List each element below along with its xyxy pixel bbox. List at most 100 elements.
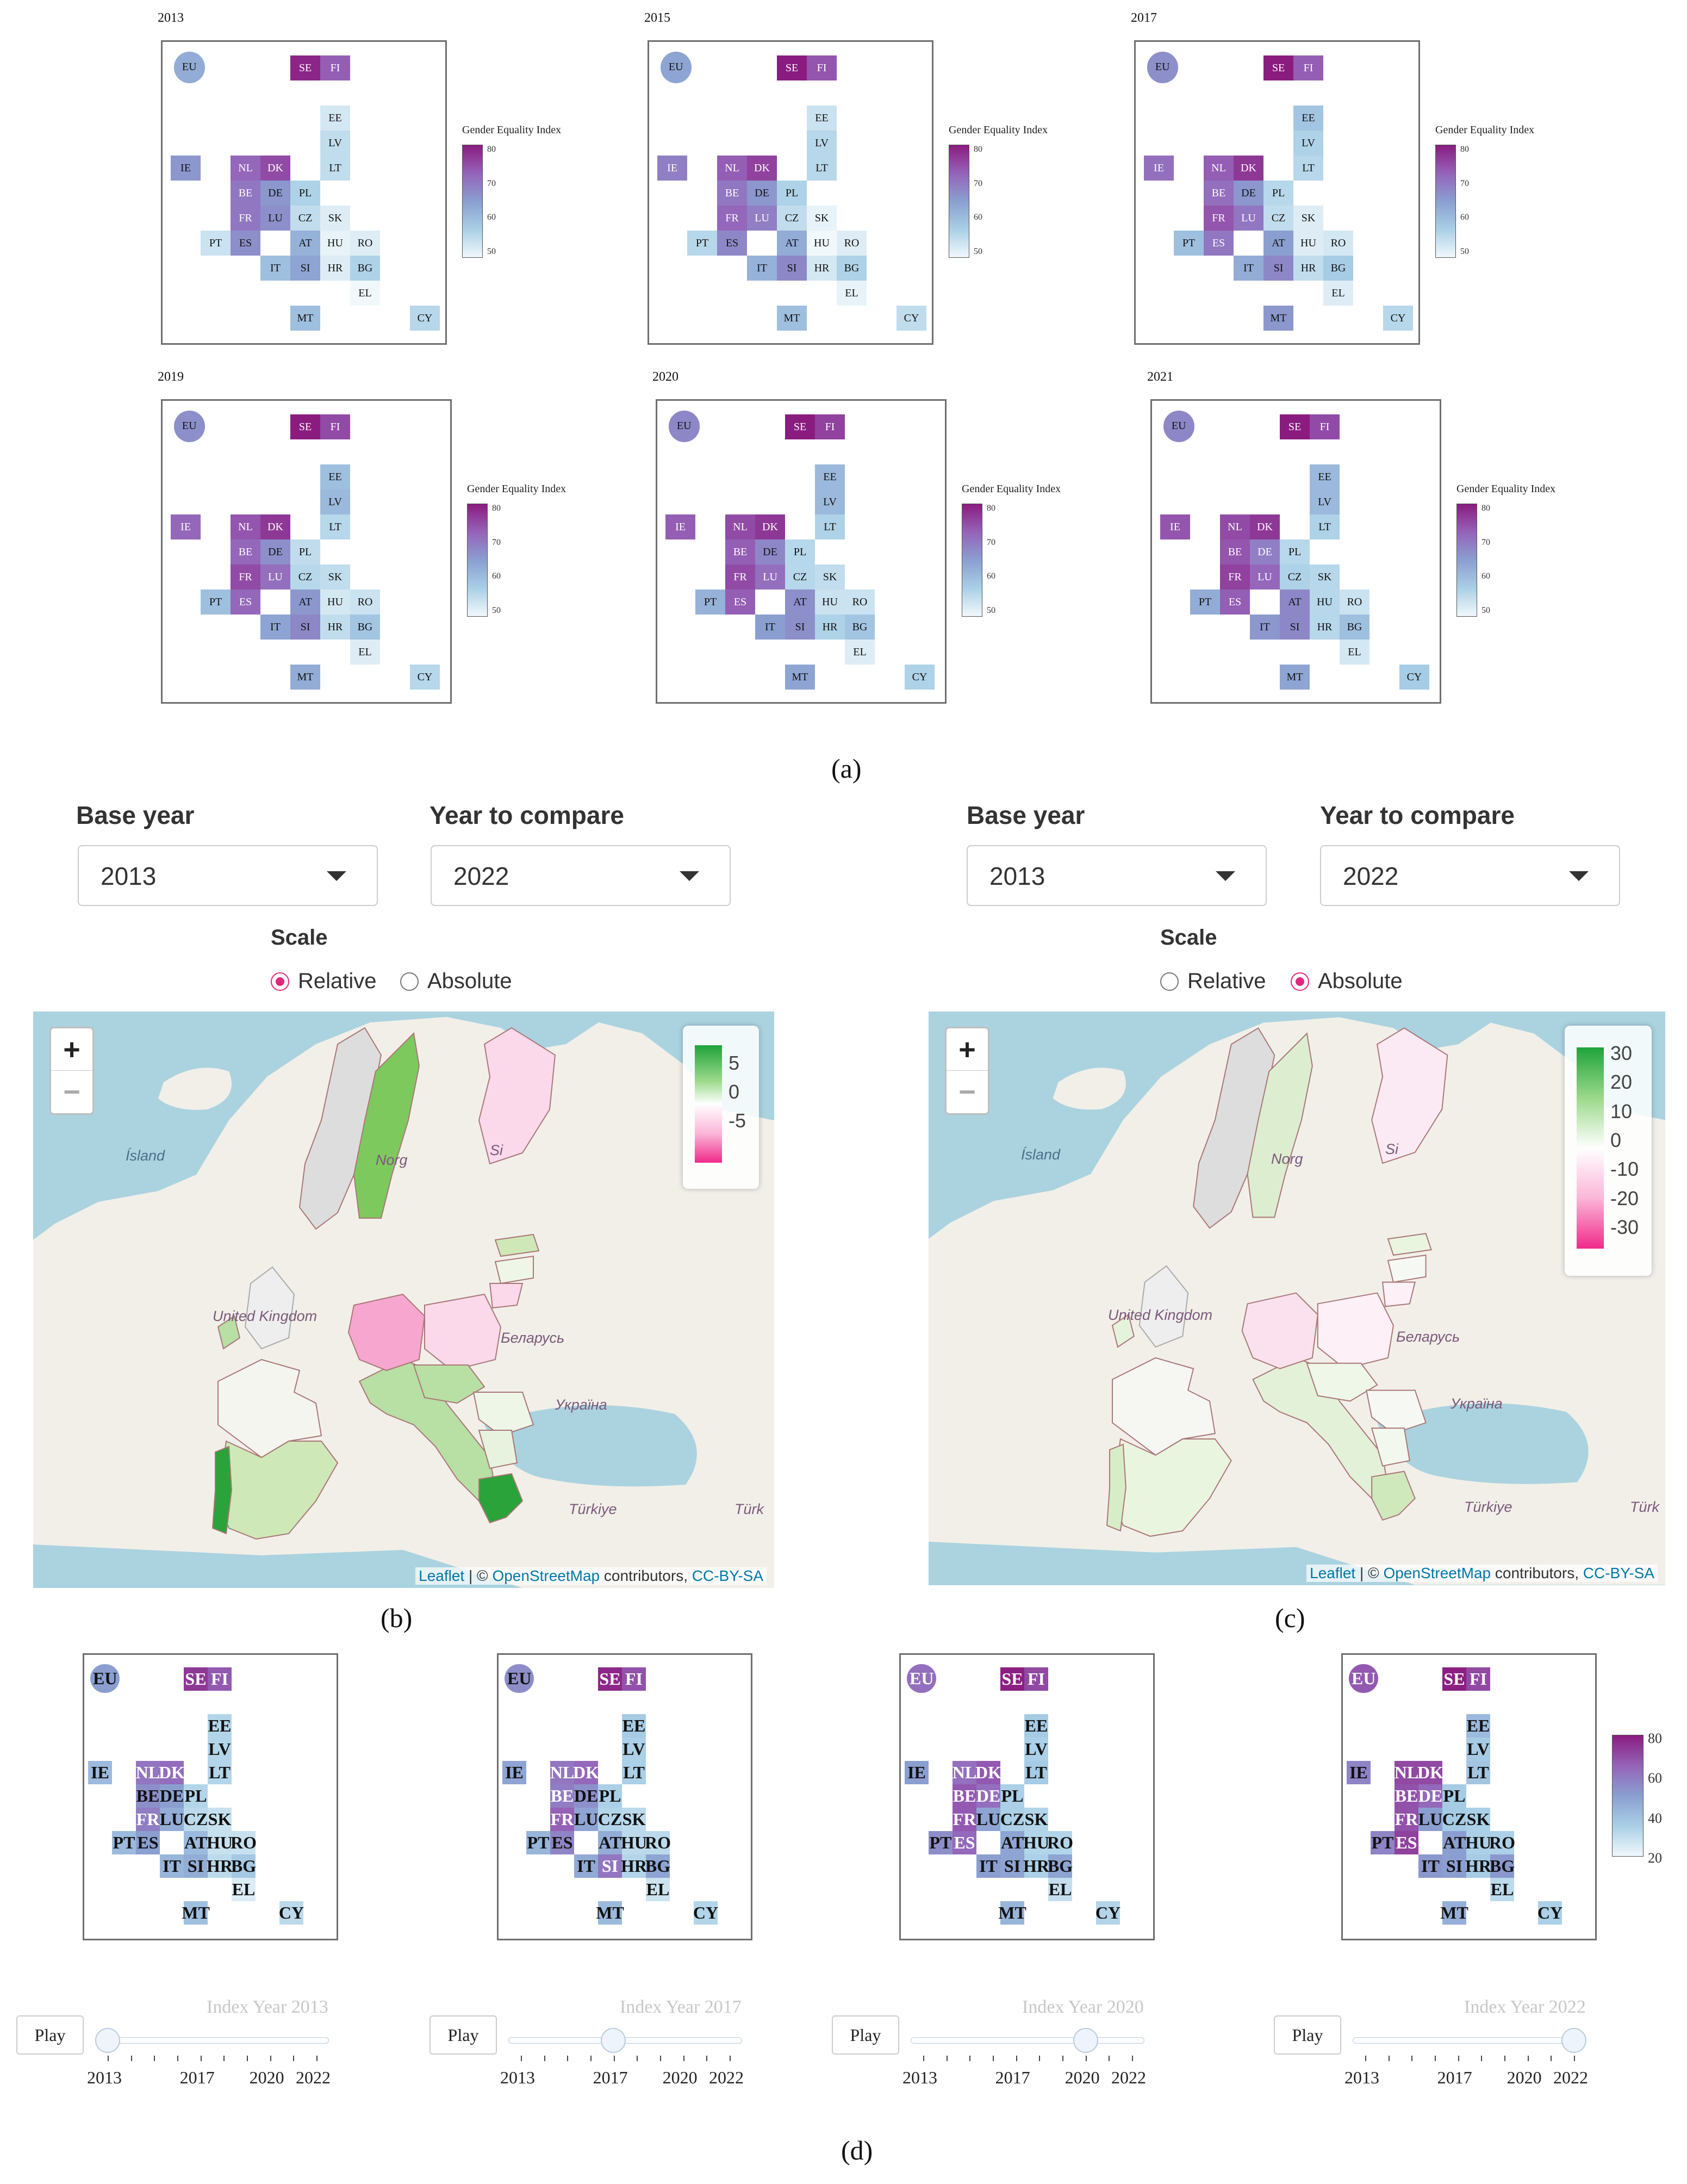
tile-mt[interactable]: MT (182, 1901, 210, 1925)
tile-hu[interactable]: HU (320, 590, 350, 615)
tile-hu[interactable]: HU (815, 590, 845, 615)
tile-cy[interactable]: CY (1095, 1901, 1120, 1925)
tile-lv[interactable]: LV (1310, 489, 1340, 514)
tile-ro[interactable]: RO (645, 1831, 671, 1854)
tile-nl[interactable]: NL (725, 514, 755, 539)
tile-si[interactable]: SI (1280, 615, 1310, 640)
tile-ee[interactable]: EE (1293, 106, 1323, 131)
radio-relative-b[interactable]: Relative (271, 969, 377, 994)
tile-lu[interactable]: LU (976, 1808, 1000, 1831)
tile-it[interactable]: IT (160, 1854, 184, 1878)
tile-hr[interactable]: HR (320, 615, 350, 640)
tile-pl[interactable]: PL (598, 1784, 622, 1808)
play-button[interactable]: Play (832, 2015, 899, 2055)
tile-cy[interactable]: CY (279, 1901, 304, 1925)
tile-ro[interactable]: RO (1323, 231, 1353, 256)
tile-dk[interactable]: DK (159, 1761, 185, 1784)
slider-track[interactable] (95, 2037, 329, 2044)
tile-sk[interactable]: SK (1466, 1808, 1490, 1831)
tile-si[interactable]: SI (1263, 256, 1293, 281)
tile-ie[interactable]: IE (1347, 1761, 1371, 1784)
tile-cy[interactable]: CY (410, 665, 440, 690)
tile-eu[interactable]: EU (668, 411, 700, 442)
tile-si[interactable]: SI (184, 1854, 208, 1878)
tile-fi[interactable]: FI (208, 1667, 232, 1691)
tile-hr[interactable]: HR (807, 256, 837, 281)
tile-cz[interactable]: CZ (1442, 1808, 1466, 1831)
tile-be[interactable]: BE (1395, 1784, 1418, 1808)
tile-lt[interactable]: LT (1024, 1761, 1048, 1784)
tile-eu[interactable]: EU (1349, 1664, 1379, 1693)
tile-el[interactable]: EL (350, 640, 380, 665)
tile-nl[interactable]: NL (953, 1761, 976, 1784)
tile-bg[interactable]: BG (1490, 1854, 1515, 1878)
zoom-in-button[interactable]: + (51, 1028, 92, 1071)
tile-es[interactable]: ES (136, 1831, 160, 1854)
tile-pl[interactable]: PL (1263, 181, 1293, 206)
tile-cz[interactable]: CZ (1280, 564, 1310, 590)
tile-it[interactable]: IT (1250, 615, 1280, 640)
tile-de[interactable]: DE (976, 1784, 1000, 1808)
tile-nl[interactable]: NL (717, 156, 747, 181)
radio-relative-c[interactable]: Relative (1160, 969, 1266, 994)
zoom-in-button[interactable]: + (947, 1028, 988, 1071)
tile-nl[interactable]: NL (136, 1761, 160, 1784)
tile-ee[interactable]: EE (1466, 1714, 1490, 1738)
tile-fr[interactable]: FR (136, 1808, 160, 1831)
tile-lt[interactable]: LT (1310, 514, 1340, 539)
tile-at[interactable]: AT (1000, 1831, 1024, 1854)
tile-bg[interactable]: BG (350, 615, 380, 640)
tile-sk[interactable]: SK (1293, 206, 1323, 231)
tile-pl[interactable]: PL (785, 539, 815, 564)
tile-si[interactable]: SI (777, 256, 807, 281)
tile-ie[interactable]: IE (171, 156, 201, 181)
tile-ro[interactable]: RO (1340, 590, 1369, 615)
tile-ee[interactable]: EE (320, 464, 350, 489)
tile-si[interactable]: SI (598, 1854, 622, 1878)
tile-cy[interactable]: CY (1383, 306, 1413, 331)
tile-eu[interactable]: EU (660, 52, 692, 83)
tile-hu[interactable]: HU (207, 1831, 233, 1854)
leaflet-link[interactable]: Leaflet (1310, 1565, 1356, 1581)
osm-link[interactable]: OpenStreetMap (492, 1567, 600, 1584)
tile-es[interactable]: ES (717, 231, 747, 256)
tile-fr[interactable]: FR (725, 564, 755, 590)
tile-ee[interactable]: EE (622, 1714, 646, 1738)
tile-it[interactable]: IT (1418, 1854, 1442, 1878)
tile-fi[interactable]: FI (1293, 55, 1323, 80)
tile-el[interactable]: EL (1323, 281, 1353, 306)
tile-lv[interactable]: LV (320, 131, 350, 156)
tile-eu[interactable]: EU (907, 1664, 937, 1693)
tile-it[interactable]: IT (260, 256, 290, 281)
tile-ro[interactable]: RO (1489, 1831, 1515, 1854)
tile-hu[interactable]: HU (1310, 590, 1340, 615)
tile-mt[interactable]: MT (1440, 1901, 1468, 1925)
tile-cz[interactable]: CZ (290, 564, 320, 590)
tile-at[interactable]: AT (1280, 590, 1310, 615)
tile-de[interactable]: DE (160, 1784, 184, 1808)
tile-ie[interactable]: IE (88, 1761, 112, 1784)
tile-ro[interactable]: RO (231, 1831, 257, 1854)
tile-pt[interactable]: PT (929, 1831, 953, 1854)
tile-fr[interactable]: FR (1220, 564, 1250, 590)
tile-pl[interactable]: PL (777, 181, 807, 206)
tile-hr[interactable]: HR (815, 615, 845, 640)
tile-se[interactable]: SE (290, 414, 320, 439)
tile-dk[interactable]: DK (573, 1761, 599, 1784)
choropleth-map-c[interactable]: Ísland Norg Si United Kingdom Беларусь У… (929, 1012, 1665, 1585)
tile-hr[interactable]: HR (621, 1854, 647, 1878)
license-link[interactable]: CC-BY-SA (692, 1567, 763, 1584)
slider-handle[interactable] (1073, 2028, 1098, 2053)
tile-mt[interactable]: MT (1280, 665, 1310, 690)
tile-sk[interactable]: SK (807, 206, 837, 231)
tile-fi[interactable]: FI (622, 1667, 646, 1691)
tile-at[interactable]: AT (290, 231, 320, 256)
tile-ie[interactable]: IE (171, 514, 201, 539)
tile-it[interactable]: IT (747, 256, 777, 281)
tile-es[interactable]: ES (550, 1831, 574, 1854)
base-year-select-b[interactable]: 2013 (78, 845, 378, 906)
tile-nl[interactable]: NL (1204, 156, 1234, 181)
tile-at[interactable]: AT (1263, 231, 1293, 256)
tile-at[interactable]: AT (184, 1831, 208, 1854)
tile-hr[interactable]: HR (207, 1854, 233, 1878)
